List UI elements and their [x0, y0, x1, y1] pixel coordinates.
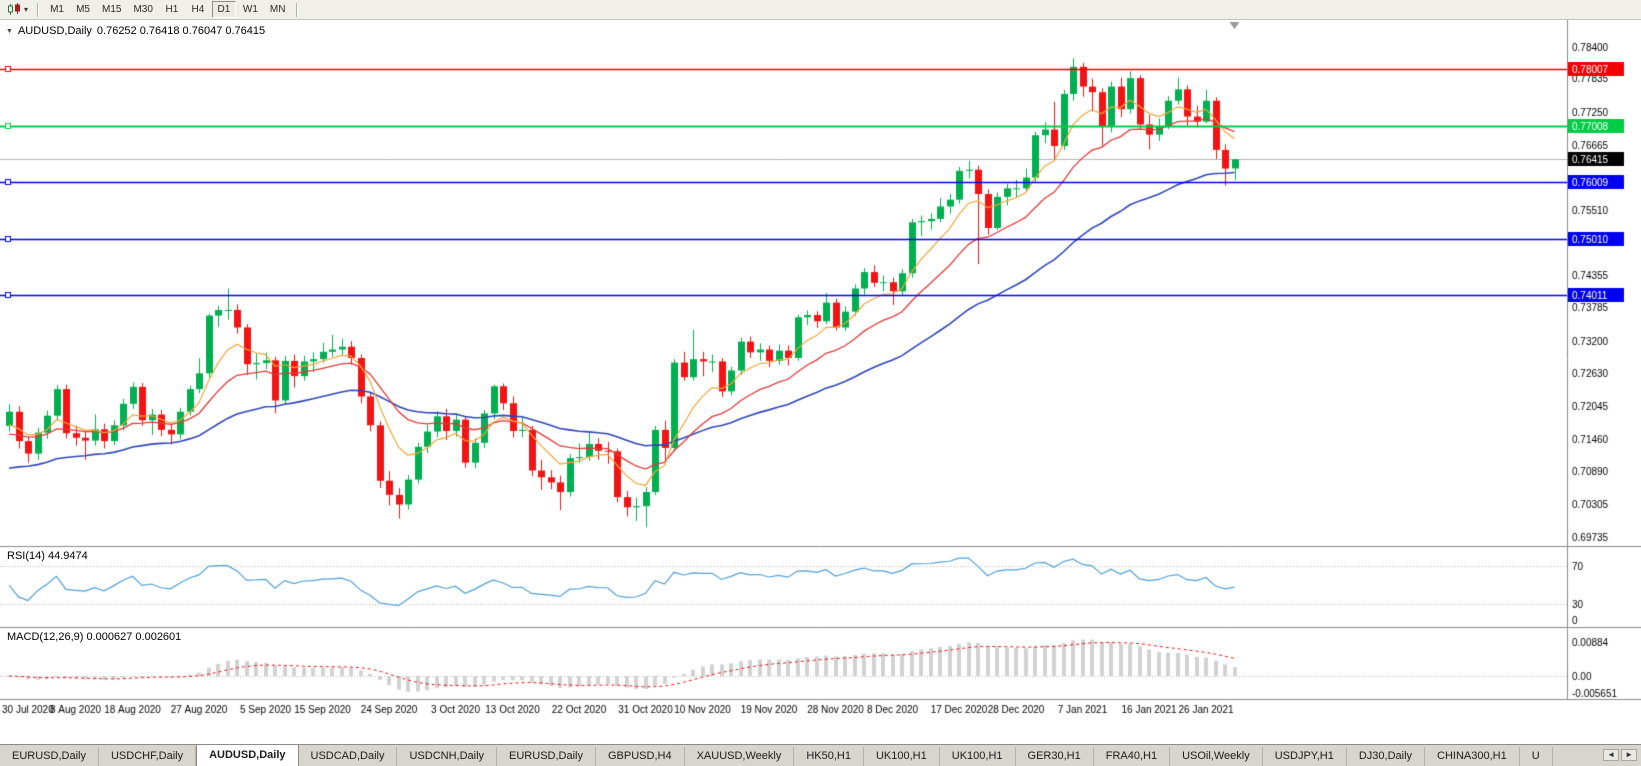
- price-chart-canvas[interactable]: [0, 20, 1641, 726]
- toolbar-separator: [296, 2, 299, 17]
- top-toolbar: ▾ M1 M5 M15 M30 H1 H4 D1 W1 MN: [0, 0, 1641, 20]
- chevron-down-icon: ▾: [24, 4, 29, 14]
- chart-tab-15[interactable]: DJ30,Daily: [1347, 747, 1426, 766]
- chart-type-button[interactable]: ▾: [3, 1, 32, 18]
- timeframe-button-d1[interactable]: D1: [211, 1, 236, 18]
- macd-indicator-label: MACD(12,26,9) 0.000627 0.002601: [7, 631, 182, 643]
- timeframe-button-m5[interactable]: M5: [71, 1, 95, 18]
- chart-tab-5[interactable]: EURUSD,Daily: [497, 747, 596, 766]
- chart-tab-11[interactable]: GER30,H1: [1016, 747, 1094, 766]
- chart-ohlc-values: 0.76252 0.76418 0.76047 0.76415: [96, 25, 266, 37]
- chart-tab-17[interactable]: U: [1520, 747, 1553, 766]
- timeframe-button-mn[interactable]: MN: [265, 1, 291, 18]
- chart-tab-1[interactable]: USDCHF,Daily: [99, 747, 197, 766]
- chart-title: ▼ AUDUSD,Daily 0.76252 0.76418 0.76047 0…: [6, 25, 265, 37]
- tab-scroll-left-button[interactable]: ◄: [1603, 749, 1620, 761]
- chart-tab-bar: EURUSD,Daily USDCHF,Daily AUDUSD,Daily USDC…: [0, 744, 1641, 766]
- tab-scroll-right-button[interactable]: ►: [1621, 749, 1637, 761]
- collapse-icon[interactable]: ▼: [6, 27, 13, 35]
- chart-tab-6[interactable]: GBPUSD,H4: [596, 747, 685, 766]
- chart-tab-16[interactable]: CHINA300,H1: [1425, 747, 1520, 766]
- chart-tabs-group: EURUSD,Daily USDCHF,Daily AUDUSD,Daily USDC…: [0, 744, 1553, 766]
- chart-tab-4[interactable]: USDCNH,Daily: [397, 747, 498, 766]
- timeframe-button-h4[interactable]: H4: [186, 1, 210, 18]
- timeframe-button-w1[interactable]: W1: [238, 1, 263, 18]
- timeframe-button-m1[interactable]: M1: [45, 1, 69, 18]
- chart-tab-2[interactable]: AUDUSD,Daily: [196, 744, 299, 766]
- chart-tab-9[interactable]: UK100,H1: [864, 747, 940, 766]
- chart-tab-14[interactable]: USDJPY,H1: [1263, 747, 1347, 766]
- rsi-indicator-label: RSI(14) 44.9474: [7, 550, 88, 562]
- chart-tab-12[interactable]: FRA40,H1: [1094, 747, 1171, 766]
- chart-tab-10[interactable]: UK100,H1: [940, 747, 1016, 766]
- toolbar-separator: [37, 2, 40, 17]
- chart-tab-8[interactable]: HK50,H1: [794, 747, 864, 766]
- chart-tab-7[interactable]: XAUUSD,Weekly: [685, 747, 795, 766]
- chart-tab-13[interactable]: USOil,Weekly: [1170, 747, 1263, 766]
- chart-symbol-label: AUDUSD,Daily: [17, 25, 92, 37]
- chart-tab-3[interactable]: USDCAD,Daily: [299, 747, 398, 766]
- candlestick-chart-icon: [8, 3, 20, 15]
- timeframe-buttons-group: M1 M5 M15 M30 H1 H4 D1 W1 MN: [44, 1, 291, 18]
- timeframe-button-m30[interactable]: M30: [128, 1, 157, 18]
- tab-scroll-controls: ◄ ►: [1599, 744, 1641, 766]
- chart-tab-0[interactable]: EURUSD,Daily: [0, 747, 99, 766]
- timeframe-button-h1[interactable]: H1: [160, 1, 184, 18]
- timeframe-button-m15[interactable]: M15: [97, 1, 126, 18]
